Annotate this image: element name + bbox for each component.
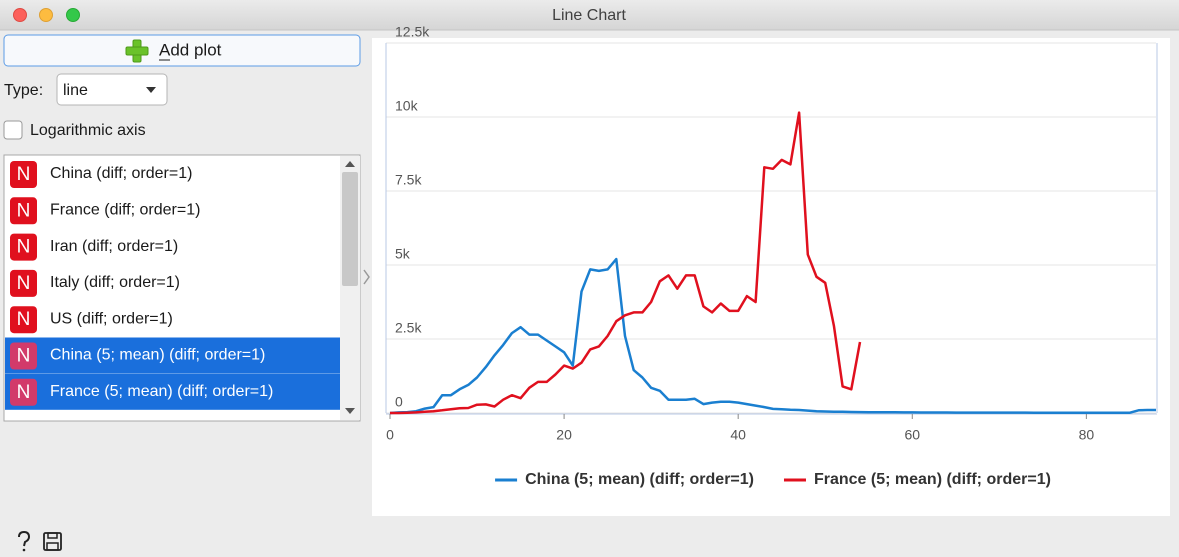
- variable-icon: [10, 161, 37, 188]
- variable-name: China (5; mean) (diff; order=1): [50, 347, 265, 364]
- help-icon[interactable]: [18, 530, 31, 552]
- variable-name: France (diff; order=1): [50, 202, 200, 219]
- variable-name: Italy (diff; order=1): [50, 274, 180, 291]
- minimize-button[interactable]: [39, 8, 53, 22]
- add-plot-label: Add plot: [159, 40, 222, 59]
- y-tick-label: 12.5k: [395, 24, 430, 40]
- list-items: N China (diff; order=1) N France (diff; ord…: [5, 161, 340, 410]
- variable-icon: [10, 342, 37, 370]
- x-tick-label: 0: [386, 427, 394, 443]
- title-bar: [0, 0, 1179, 30]
- legend-label: France (5; mean) (diff; order=1): [814, 471, 1051, 488]
- save-icon[interactable]: [43, 532, 62, 551]
- add-plot-button[interactable]: [3, 34, 361, 67]
- scroll-thumb[interactable]: [342, 172, 358, 286]
- scroll-up[interactable]: [345, 161, 355, 167]
- plot: 0 2.5k 5k 7.5k 10k 12.5k 0 20 40 60 80 China (5; me…: [385, 24, 1158, 488]
- variable-name: Iran (diff; order=1): [50, 238, 178, 255]
- y-tick-label: 10k: [395, 98, 419, 114]
- series-line: [389, 257, 1156, 415]
- scroll-down[interactable]: [345, 408, 355, 414]
- y-tick-label: 5k: [395, 246, 411, 262]
- close-button[interactable]: [13, 8, 27, 22]
- variable-name: France (5; mean) (diff; order=1): [50, 383, 273, 400]
- variable-icon: [10, 233, 37, 261]
- variable-name: US (diff; order=1): [50, 310, 173, 327]
- type-value: line: [63, 82, 88, 99]
- y-tick-label: 0: [395, 394, 403, 410]
- x-tick-label: 40: [730, 427, 746, 443]
- legend-label: China (5; mean) (diff; order=1): [525, 471, 754, 488]
- log-checkbox[interactable]: [3, 120, 23, 140]
- legend: China (5; mean) (diff; order=1) France (5…: [495, 471, 1051, 488]
- x-tick-label: 80: [1079, 427, 1095, 443]
- x-tick-label: 60: [904, 427, 920, 443]
- splitter-handle[interactable]: [363, 269, 370, 285]
- type-combo[interactable]: [56, 73, 168, 106]
- variable-icon-letter: N: [17, 309, 31, 330]
- zoom-button[interactable]: [66, 8, 80, 22]
- variable-icon: [10, 269, 37, 297]
- variable-icon-letter: N: [17, 273, 31, 294]
- selected-row: [5, 373, 340, 410]
- log-label: Logarithmic axis: [30, 122, 146, 139]
- y-tick-label: 7.5k: [395, 172, 422, 188]
- plus-icon: [125, 39, 149, 63]
- variable-icon-letter: N: [17, 237, 31, 258]
- x-tick-label: 20: [556, 427, 572, 443]
- variable-icon-letter: N: [17, 346, 31, 367]
- variable-icon: [10, 378, 37, 406]
- type-label: Type:: [4, 82, 43, 99]
- variable-icon-letter: N: [17, 164, 31, 185]
- variable-name: China (diff; order=1): [50, 165, 192, 182]
- variable-icon-letter: N: [17, 200, 31, 221]
- combo-arrow: [146, 87, 156, 93]
- window-title: Line Chart: [552, 7, 626, 24]
- y-tick-label: 2.5k: [395, 320, 422, 336]
- plot-panel: [372, 38, 1170, 516]
- variable-icon: [10, 306, 37, 334]
- variable-icon: [10, 197, 37, 225]
- variable-icon-letter: N: [17, 382, 31, 403]
- series-line: [390, 111, 862, 415]
- selected-row: [5, 337, 340, 374]
